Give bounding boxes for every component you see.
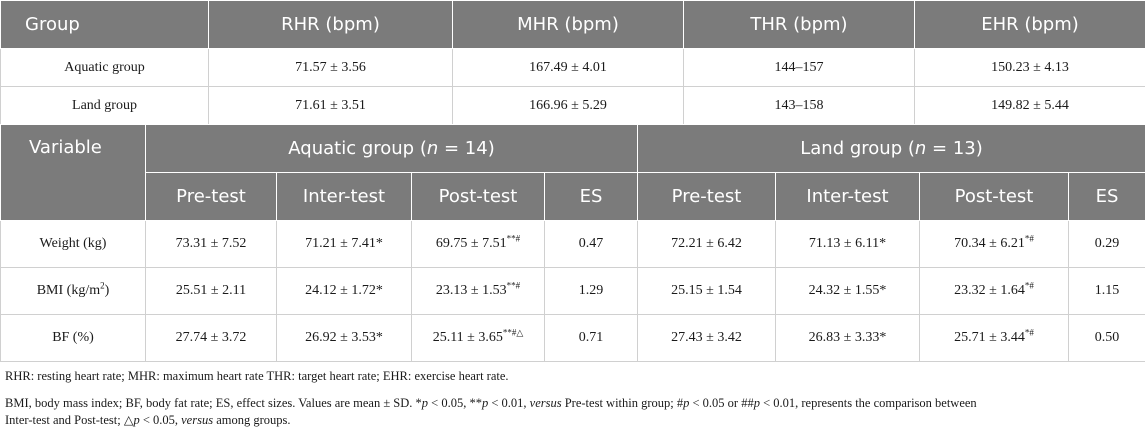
cell: 72.21 ± 6.42 <box>638 221 776 268</box>
header-thr: THR (bpm) <box>684 1 915 49</box>
subheader-land-post: Post-test <box>920 173 1069 221</box>
cell: 73.31 ± 7.52 <box>146 221 277 268</box>
cell: 1.15 <box>1069 268 1145 315</box>
cell: 149.82 ± 5.44 <box>915 87 1145 125</box>
cell: 71.21 ± 7.41* <box>277 221 412 268</box>
footnote-line: Inter-test and Post-test; △p < 0.05, ver… <box>5 412 1140 429</box>
table-row: Aquatic group 71.57 ± 3.56 167.49 ± 4.01… <box>1 49 1145 87</box>
subheader-aquatic-pre: Pre-test <box>146 173 277 221</box>
heart-rate-table: Group RHR (bpm) MHR (bpm) THR (bpm) EHR … <box>0 0 1145 125</box>
cell: 167.49 ± 4.01 <box>453 49 684 87</box>
body-composition-table: Variable Aquatic group (n = 14) Land gro… <box>0 124 1145 362</box>
cell: 71.57 ± 3.56 <box>209 49 453 87</box>
cell: 25.15 ± 1.54 <box>638 268 776 315</box>
header-land-group: Land group (n = 13) <box>638 125 1145 173</box>
header-aquatic-group: Aquatic group (n = 14) <box>146 125 638 173</box>
cell: Aquatic group <box>1 49 209 87</box>
table-subheader-row: Pre-test Inter-test Post-test ES Pre-tes… <box>1 173 1145 221</box>
cell: 23.13 ± 1.53**# <box>412 268 545 315</box>
cell: 27.74 ± 3.72 <box>146 315 277 362</box>
cell: 150.23 ± 4.13 <box>915 49 1145 87</box>
cell: 71.61 ± 3.51 <box>209 87 453 125</box>
subheader-land-inter: Inter-test <box>776 173 920 221</box>
table-row: Land group 71.61 ± 3.51 166.96 ± 5.29 14… <box>1 87 1145 125</box>
cell: 26.92 ± 3.53* <box>277 315 412 362</box>
cell: 144–157 <box>684 49 915 87</box>
table-header-row: Variable Aquatic group (n = 14) Land gro… <box>1 125 1145 173</box>
subheader-aquatic-inter: Inter-test <box>277 173 412 221</box>
table-header-row: Group RHR (bpm) MHR (bpm) THR (bpm) EHR … <box>1 1 1145 49</box>
cell: 0.50 <box>1069 315 1145 362</box>
cell: 1.29 <box>545 268 638 315</box>
table-row: BF (%) 27.74 ± 3.72 26.92 ± 3.53* 25.11 … <box>1 315 1145 362</box>
cell: 23.32 ± 1.64*# <box>920 268 1069 315</box>
cell: 69.75 ± 7.51**# <box>412 221 545 268</box>
table-row: Weight (kg) 73.31 ± 7.52 71.21 ± 7.41* 6… <box>1 221 1145 268</box>
table-row: BMI (kg/m2) 25.51 ± 2.11 24.12 ± 1.72* 2… <box>1 268 1145 315</box>
cell: 70.34 ± 6.21*# <box>920 221 1069 268</box>
cell: 166.96 ± 5.29 <box>453 87 684 125</box>
subheader-aquatic-post: Post-test <box>412 173 545 221</box>
header-mhr: MHR (bpm) <box>453 1 684 49</box>
variable-cell: BF (%) <box>1 315 146 362</box>
cell: 25.11 ± 3.65**#△ <box>412 315 545 362</box>
variable-cell: Weight (kg) <box>1 221 146 268</box>
subheader-land-pre: Pre-test <box>638 173 776 221</box>
footnote-line: RHR: resting heart rate; MHR: maximum he… <box>5 368 1140 385</box>
cell: 24.32 ± 1.55* <box>776 268 920 315</box>
cell: 25.51 ± 2.11 <box>146 268 277 315</box>
variable-cell: BMI (kg/m2) <box>1 268 146 315</box>
table-footnotes: RHR: resting heart rate; MHR: maximum he… <box>5 368 1140 429</box>
header-rhr: RHR (bpm) <box>209 1 453 49</box>
cell: Land group <box>1 87 209 125</box>
cell: 24.12 ± 1.72* <box>277 268 412 315</box>
cell: 0.71 <box>545 315 638 362</box>
cell: 26.83 ± 3.33* <box>776 315 920 362</box>
cell: 25.71 ± 3.44*# <box>920 315 1069 362</box>
header-ehr: EHR (bpm) <box>915 1 1145 49</box>
footnote-line: BMI, body mass index; BF, body fat rate;… <box>5 395 1140 412</box>
header-variable: Variable <box>1 125 146 221</box>
cell: 0.47 <box>545 221 638 268</box>
cell: 0.29 <box>1069 221 1145 268</box>
header-group: Group <box>1 1 209 49</box>
subheader-land-es: ES <box>1069 173 1145 221</box>
cell: 71.13 ± 6.11* <box>776 221 920 268</box>
cell: 27.43 ± 3.42 <box>638 315 776 362</box>
subheader-aquatic-es: ES <box>545 173 638 221</box>
cell: 143–158 <box>684 87 915 125</box>
